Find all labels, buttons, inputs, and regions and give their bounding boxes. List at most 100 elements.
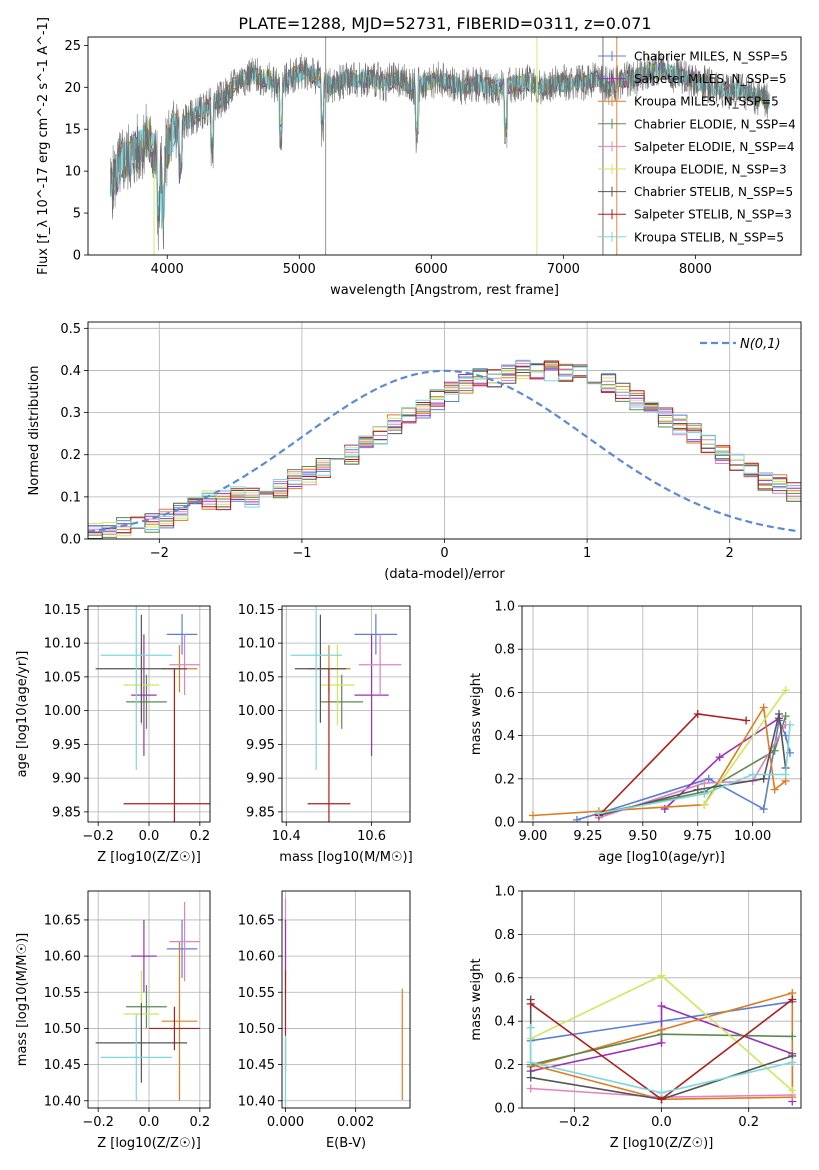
weight-marker-chabrier-stelib [759,774,768,783]
y-tick-label: 10.55 [238,986,275,1001]
z-vs-mass-weight-panel: −0.2 0.0 0.2 0.0 0.2 0.4 0.6 0.8 1.0 Z [log10(Z/Z… [469,885,802,1151]
weight-marker-kroupa-elodie [657,971,666,980]
x-tick-label: 4000 [151,262,184,277]
y-tick-label: 0.3 [60,406,81,421]
x-tick-label: 5000 [283,262,316,277]
x-tick-label: 9.25 [573,829,602,844]
histogram-salpeter-stelib [88,360,801,534]
weight-marker-chabrier-stelib [693,785,702,794]
z-vs-mass-panel: −0.2 0.0 0.2 10.40 10.45 10.50 10.55 10.60 10.65… [15,890,211,1151]
figure-title: PLATE=1288, MJD=52731, FIBERID=0311, z=0… [238,14,651,33]
weight-marker-kroupa-stelib [700,789,709,798]
legend-label-salpeter-stelib: Salpeter STELIB, N_SSP=3 [634,208,792,222]
z-vs-age-panel: −0.2 0.0 0.2 9.85 9.90 9.95 10.00 10.05 10.10 10.… [15,603,211,865]
y-tick-label: 0.0 [60,533,81,548]
y-tick-label: 5 [73,207,81,222]
plot-area [88,359,801,539]
legend-label-kroupa-stelib: Kroupa STELIB, N_SSP=5 [634,230,784,244]
axes-frame [521,605,802,823]
weight-marker-chabrier-elodie [781,712,790,721]
y-tick-label: 0.0 [494,816,515,831]
y-tick-label: 10.60 [44,950,81,965]
axes-frame [281,890,411,1109]
weight-marker-chabrier-miles [704,774,713,783]
y-tick-label: 10.00 [238,704,275,719]
legend-label-salpeter-miles: Salpeter MILES, N_SSP=5 [634,72,787,86]
y-tick-label: 10.45 [238,1058,275,1073]
y-tick-label: 0.1 [60,490,81,505]
x-tick-label: 0.0 [139,829,160,844]
plot-area [528,686,795,822]
weight-marker-kroupa-miles [759,703,768,712]
y-tick-label: 10.55 [44,986,81,1001]
weight-line-kroupa-stelib [529,1027,793,1094]
plot-area [526,971,797,1106]
y-tick-label: 0.6 [494,686,515,701]
x-tick-label: 0.0 [139,1115,160,1130]
weight-marker-kroupa-elodie [700,800,709,809]
x-tick-label: 10.00 [734,829,771,844]
weight-marker-chabrier-stelib [775,710,784,718]
weight-marker-salpeter-elodie [526,1084,535,1093]
ebv-vs-mass-panel: 0.000 0.002 10.40 10.45 10.50 10.55 10.60 10.65… [238,890,411,1151]
weight-line-kroupa-elodie [703,689,787,806]
y-tick-label: 10.15 [238,603,275,618]
y-axis-label: Normed distribution [27,366,42,496]
weight-line-kroupa-stelib [598,724,791,815]
weight-marker-kroupa-elodie [788,1086,797,1095]
y-tick-label: 9.85 [246,805,275,820]
y-tick-label: 10.65 [238,913,275,928]
x-tick-label: 9.75 [683,829,712,844]
weight-marker-kroupa-stelib [748,770,757,779]
weight-marker-kroupa-stelib [788,1058,797,1067]
y-tick-label: 10.00 [44,704,81,719]
y-tick-label: 10 [64,165,81,180]
y-tick-label: 9.95 [52,738,81,753]
weight-marker-salpeter-stelib [788,995,797,1004]
x-tick-label: 0 [440,546,448,561]
weight-marker-chabrier-elodie [770,746,779,755]
x-tick-label: 10.6 [357,829,386,844]
y-tick-label: 0.6 [494,971,515,986]
y-axis-label: Flux [f_λ 10^-17 erg cm^-2 s^-1 A^-1] [36,17,51,275]
weight-marker-kroupa-elodie [781,686,790,695]
y-tick-label: 0.0 [494,1102,515,1117]
y-tick-label: 0.2 [494,772,515,787]
plot-area [95,901,200,1101]
x-tick-label: 0.2 [189,1115,210,1130]
gaussian-curve [88,369,799,533]
x-tick-label: −0.2 [82,1115,114,1130]
weight-line-salpeter-miles [664,717,780,810]
weight-marker-kroupa-stelib [594,809,603,818]
x-tick-label: 9.50 [628,829,657,844]
weight-marker-salpeter-stelib [742,716,751,725]
mass-vs-age-panel: 10.4 10.6 9.85 9.90 9.95 10.00 10.05 10.10 10.15… [238,603,413,865]
histogram-kroupa-elodie [88,363,801,537]
y-tick-label: 9.90 [52,772,81,787]
weight-marker-kroupa-stelib [657,1088,666,1097]
weight-line-kroupa-miles [530,991,794,1101]
weight-marker-kroupa-miles [770,785,779,794]
x-tick-label: 9.00 [519,829,548,844]
y-tick-label: 10.45 [44,1058,81,1073]
x-tick-label: 7000 [547,262,580,277]
weight-marker-chabrier-stelib [526,1073,535,1082]
y-tick-label: 10.50 [44,1022,81,1037]
x-axis-label: age [log10(age/yr)] [598,850,725,865]
x-axis-label: wavelength [Angstrom, rest frame] [330,283,559,298]
histogram-chabrier-elodie [88,363,801,538]
histogram-salpeter-elodie [88,363,801,539]
y-tick-label: 9.95 [246,738,275,753]
x-tick-label: 2 [726,546,734,561]
y-tick-label: 10.05 [44,670,81,685]
axes-frame [281,605,411,823]
legend-label-chabrier-stelib: Chabrier STELIB, N_SSP=5 [634,185,793,199]
y-axis-label: mass weight [469,673,484,755]
y-tick-label: 0.8 [494,928,515,943]
weight-marker-chabrier-miles [759,805,768,814]
y-axis-label: age [log10(age/yr)] [15,651,30,778]
y-tick-label: 1.0 [494,885,515,900]
weight-marker-kroupa-stelib [786,720,795,729]
y-tick-label: 10.40 [44,1094,81,1109]
